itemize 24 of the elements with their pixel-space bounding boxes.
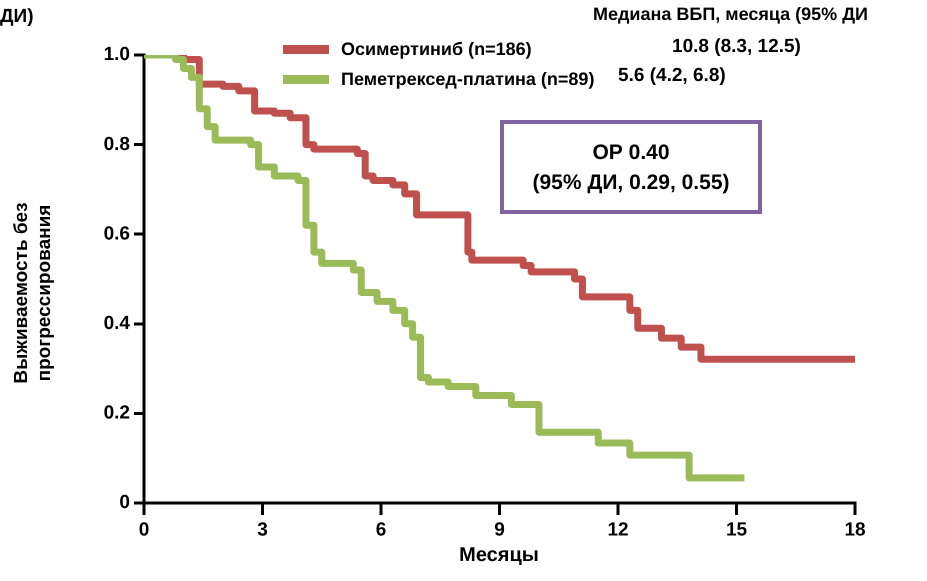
- annotation: (95% ДИ, 0.29, 0.55): [532, 170, 730, 196]
- y-tick-label: 0: [119, 492, 130, 514]
- text: ДИ): [0, 6, 34, 28]
- y-tick-label: 0.6: [104, 223, 130, 244]
- y-tick-label: 0.8: [104, 134, 130, 155]
- x-tick-label: 6: [376, 520, 386, 541]
- annotation: 10.8 (8.3, 12.5): [672, 36, 801, 58]
- x-tick-label: 18: [844, 520, 866, 541]
- annotation: ОР 0.40: [591, 140, 671, 166]
- x-tick-label: 15: [726, 520, 748, 541]
- x-tick-label: 0: [138, 520, 150, 541]
- legend-label: Осимертиниб (n=186): [341, 38, 532, 60]
- legend-label: Пеметрексед-платина (n=89): [341, 68, 594, 90]
- text: Медиана ВБП, месяца (95% ДИ: [593, 4, 868, 25]
- x-axis-title: Месяцы: [458, 544, 540, 567]
- y-tick-label: 0.2: [104, 402, 130, 424]
- y-axis-title: Выживаемость без прогрессирования: [10, 201, 56, 386]
- x-tick-label: 3: [257, 520, 268, 541]
- note-frame: ОР 0.40 (95% ДИ, 0.29, 0.55): [500, 120, 762, 214]
- x-tick-label: 12: [607, 520, 629, 541]
- annotation: 5.6 (4.2, 6.8): [618, 65, 726, 87]
- y-tick-label: 1.0: [104, 44, 130, 66]
- y-tick-label: 0.4: [104, 313, 130, 334]
- x-tick-label: 9: [494, 520, 505, 541]
